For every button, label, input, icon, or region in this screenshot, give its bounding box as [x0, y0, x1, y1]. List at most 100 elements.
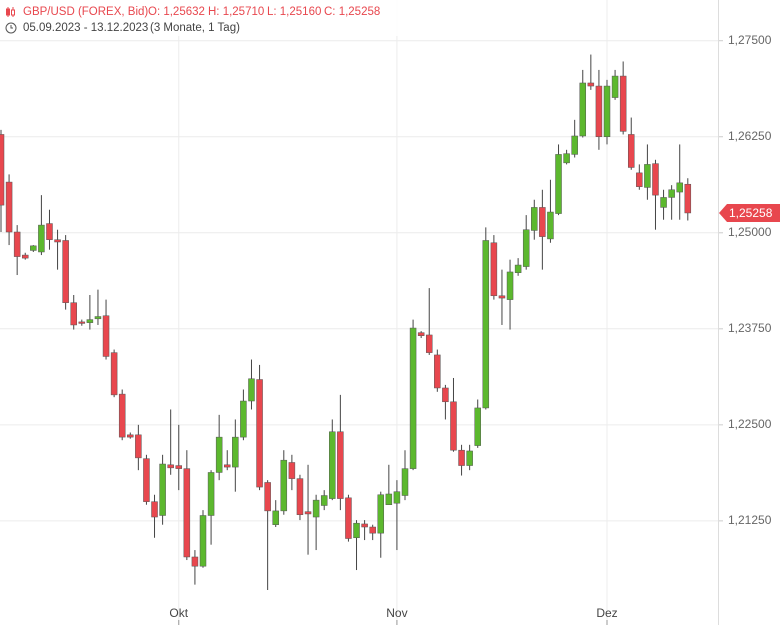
- symbol-icon: [6, 7, 15, 17]
- candle-body: [94, 316, 102, 320]
- candle-body: [409, 327, 417, 469]
- candle-body: [5, 181, 13, 233]
- x-tick-label: Okt: [169, 606, 188, 620]
- candle-body: [555, 154, 562, 214]
- candle-body: [353, 522, 360, 539]
- y-tick-label: 1,25000: [728, 225, 772, 239]
- candle-body: [175, 465, 183, 469]
- candle-body: [531, 207, 538, 231]
- candle-body: [466, 450, 473, 466]
- candle-body: [474, 407, 481, 446]
- candle-body: [652, 163, 659, 196]
- candle-body: [450, 401, 457, 451]
- candle-body: [223, 464, 231, 468]
- candle-body: [183, 468, 191, 558]
- candle-body: [434, 354, 441, 389]
- candle-body: [312, 499, 320, 518]
- candle-body: [579, 82, 587, 137]
- period: (3 Monate, 1 Tag): [150, 22, 240, 34]
- last-price-label: 1,25258: [729, 206, 773, 220]
- y-tick-label: 1,27500: [728, 33, 772, 47]
- last-price-badge: [719, 203, 780, 222]
- candle-body: [38, 224, 45, 253]
- candle-body: [70, 302, 77, 326]
- candle-body: [86, 319, 94, 323]
- candle-body: [248, 378, 255, 402]
- candle-body: [377, 494, 385, 534]
- candle-body: [676, 182, 683, 193]
- candle-body: [587, 82, 595, 87]
- candle-body: [595, 85, 603, 137]
- candle-body: [199, 515, 207, 567]
- candle-body: [385, 493, 393, 505]
- candle-body: [54, 239, 61, 243]
- candle-body: [13, 231, 21, 257]
- candle-body: [514, 264, 522, 273]
- candle-body: [393, 491, 401, 504]
- candle-body: [337, 431, 344, 499]
- y-tick-label: 1,26250: [728, 129, 772, 143]
- candle-body: [627, 134, 635, 168]
- y-tick-label: 1,23750: [728, 321, 772, 335]
- candle-body: [369, 526, 376, 534]
- header: GBP/USD (FOREX, Bid) O: 1,25632 H: 1,257…: [0, 0, 400, 36]
- candle-body: [110, 352, 118, 396]
- candle-body: [46, 223, 53, 240]
- candle-body: [539, 207, 546, 237]
- candle-body: [191, 556, 199, 567]
- candle-body: [619, 75, 627, 132]
- clock-hand: [10, 25, 13, 29]
- candle-body: [320, 495, 328, 506]
- candle-body: [78, 321, 86, 324]
- candle-body: [215, 436, 223, 473]
- x-tick-label: Nov: [386, 606, 407, 620]
- candle-body: [547, 211, 554, 240]
- candle-body: [167, 464, 174, 469]
- candle-body: [329, 431, 336, 499]
- candle-body: [102, 315, 110, 357]
- candle-body: [127, 434, 134, 438]
- candle-body: [304, 511, 312, 515]
- y-tick-label: 1,21250: [728, 513, 772, 527]
- candle-body: [280, 459, 288, 512]
- symbol: GBP/USD (FOREX, Bid): [23, 6, 148, 18]
- candle-body: [30, 245, 37, 251]
- candle-body: [636, 172, 643, 187]
- candle-body: [264, 482, 271, 512]
- candle-body: [256, 379, 263, 488]
- ohlc-open: O: 1,25632: [148, 6, 205, 18]
- candle-body: [345, 497, 352, 539]
- candle-body: [603, 85, 611, 137]
- candle-body: [21, 254, 29, 259]
- x-tick-label: Dez: [596, 606, 617, 620]
- candle-body: [442, 387, 449, 403]
- candle-body: [490, 242, 498, 297]
- candle-body: [143, 458, 150, 502]
- ohlc-close: C: 1,25258: [324, 6, 380, 18]
- y-tick-label: 1,22500: [728, 417, 772, 431]
- candle-body: [498, 295, 506, 299]
- candle-body: [118, 393, 126, 438]
- candle-body: [482, 240, 490, 409]
- candle-body: [62, 240, 69, 303]
- candle-body: [159, 463, 166, 516]
- clock-icon: [5, 22, 17, 34]
- ohlc-high: H: 1,25710: [208, 6, 264, 18]
- ohlc-low: L: 1,25160: [267, 6, 321, 18]
- candle-body: [425, 334, 433, 353]
- date-range: 05.09.2023 - 13.12.2023: [23, 22, 148, 34]
- candle-body: [668, 189, 675, 198]
- candle-body: [571, 135, 578, 155]
- candle-body: [240, 400, 247, 438]
- candle-body: [506, 271, 514, 300]
- candle-body: [361, 523, 368, 528]
- candle-body: [522, 229, 530, 267]
- candle-body: [611, 75, 619, 98]
- candle-body: [0, 134, 5, 206]
- candle-body: [296, 478, 304, 515]
- candle-body: [417, 332, 425, 336]
- candle-body: [151, 501, 158, 518]
